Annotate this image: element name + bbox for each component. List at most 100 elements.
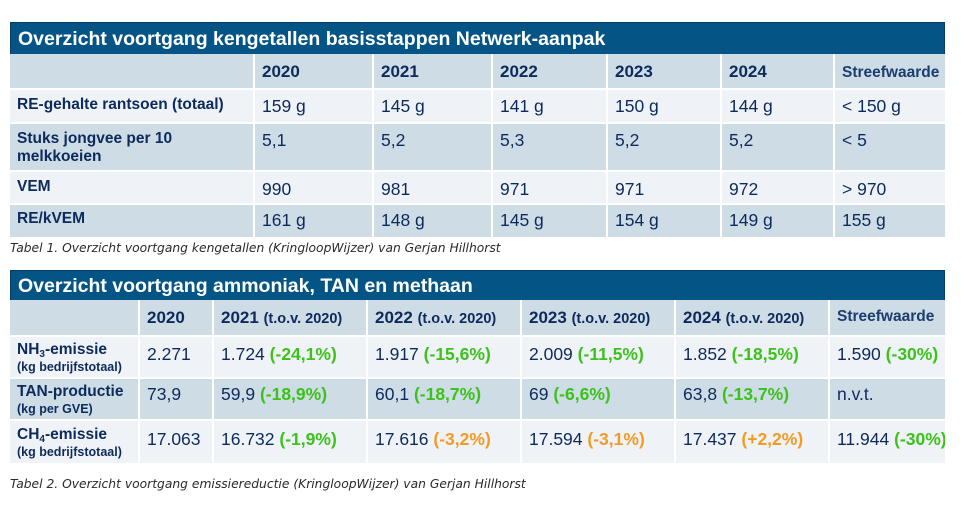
cell-value: 17.616 (-3,2%)	[366, 421, 520, 463]
header-cell-2020: 2020	[138, 300, 212, 335]
cell-value: 145 g	[491, 205, 606, 237]
label-text: TAN-productie	[17, 383, 124, 400]
cell-target: 1.590 (-30%)	[828, 337, 945, 377]
cell-value: 17.594 (-3,1%)	[520, 421, 674, 463]
change-badge: (-3,1%)	[587, 429, 645, 449]
row-label-main: CH4-emissie	[17, 426, 107, 445]
row-label: VEM	[17, 178, 51, 195]
change-badge: (-11,5%)	[577, 344, 644, 364]
value: 11.944	[837, 429, 890, 449]
row-label-main: NH3-emissie	[17, 341, 107, 360]
header-year: 2024	[683, 308, 721, 327]
header-streefwaarde-label: Streefwaarde	[842, 64, 940, 81]
row-unit: (kg bedrijfstotaal)	[17, 445, 122, 459]
label-subscript: 4	[39, 434, 45, 445]
label-suffix: -emissie	[44, 426, 107, 443]
cell-target: < 150 g	[833, 90, 945, 122]
value: 73,9	[147, 384, 182, 404]
cell-target: < 5	[833, 124, 945, 170]
label-text: CH	[17, 426, 40, 443]
header-cell-2024: 2024	[720, 54, 833, 88]
table-row-ch4: CH4-emissie (kg bedrijfstotaal) 17.063 1…	[10, 419, 945, 463]
table-header-row: 2020 2021 (t.o.v. 2020) 2022 (t.o.v. 202…	[10, 300, 945, 335]
value: 17.594	[529, 429, 583, 449]
cell-target: 155 g	[833, 205, 945, 237]
change-badge: (-30%)	[885, 344, 939, 364]
cell-value: 69 (-6,6%)	[520, 379, 674, 419]
table-row: RE-gehalte rantsoen (totaal) 159 g 145 g…	[10, 88, 945, 122]
value: 1.852	[683, 344, 727, 364]
table-row-tan: TAN-productie (kg per GVE) 73,9 59,9 (-1…	[10, 377, 945, 419]
cell-value: 981	[372, 172, 491, 203]
table-title: Overzicht voortgang kengetallen basissta…	[10, 22, 945, 54]
change-badge: (-18,5%)	[731, 344, 799, 364]
cell-value: 1.917 (-15,6%)	[366, 337, 520, 377]
cell-value: 161 g	[253, 205, 372, 237]
cell-value: 1.724 (-24,1%)	[212, 337, 366, 377]
cell-value: 971	[491, 172, 606, 203]
change-badge: (-3,2%)	[433, 429, 491, 449]
header-cell-2024: 2024 (t.o.v. 2020)	[674, 300, 828, 335]
cell-target: n.v.t.	[828, 379, 945, 419]
label-suffix: -emissie	[44, 341, 107, 358]
header-year: 2021	[221, 308, 259, 327]
kengetallen-table: Overzicht voortgang kengetallen basissta…	[10, 22, 945, 237]
row-label-main: TAN-productie	[17, 383, 123, 400]
header-cell-2021: 2021 (t.o.v. 2020)	[212, 300, 366, 335]
header-cell-2023: 2023	[606, 54, 720, 88]
header-year: 2020	[147, 308, 185, 327]
cell-value: 145 g	[372, 90, 491, 122]
header-note: (t.o.v. 2020)	[571, 311, 651, 327]
cell-value: 159 g	[253, 90, 372, 122]
value: 63,8	[683, 384, 718, 404]
cell-value: 5,3	[491, 124, 606, 170]
value: 17.063	[147, 429, 201, 449]
cell-value: 972	[720, 172, 833, 203]
header-note: (t.o.v. 2020)	[417, 311, 497, 327]
header-cell-2021: 2021	[372, 54, 491, 88]
cell-value: 73,9	[138, 379, 212, 419]
change-badge: (-24,1%)	[269, 344, 337, 364]
table-row-nh3: NH3-emissie (kg bedrijfstotaal) 2.271 1.…	[10, 335, 945, 377]
header-note: (t.o.v. 2020)	[725, 311, 805, 327]
table-row: VEM 990 981 971 971 972 > 970	[10, 170, 945, 203]
cell-value: 63,8 (-13,7%)	[674, 379, 828, 419]
row-label: TAN-productie (kg per GVE)	[10, 379, 138, 419]
cell-value: 17.063	[138, 421, 212, 463]
row-label: NH3-emissie (kg bedrijfstotaal)	[10, 337, 138, 377]
row-label: Stuks jongvee per 10 melkkoeien	[17, 130, 173, 165]
cell-value: 60,1 (-18,7%)	[366, 379, 520, 419]
row-label: RE-gehalte rantsoen (totaal)	[17, 96, 224, 113]
header-streefwaarde-label: Streefwaarde	[837, 308, 935, 325]
value: 59,9	[221, 384, 256, 404]
change-badge: (-18,9%)	[259, 384, 328, 404]
header-cell-empty	[10, 300, 138, 335]
cell-value: 2.009 (-11,5%)	[520, 337, 674, 377]
header-cell-2023: 2023 (t.o.v. 2020)	[520, 300, 674, 335]
header-cell-2022: 2022 (t.o.v. 2020)	[366, 300, 520, 335]
value: 17.616	[375, 429, 429, 449]
cell-value: 5,2	[720, 124, 833, 170]
header-cell-2020: 2020	[253, 54, 372, 88]
change-badge: (-6,6%)	[553, 384, 611, 404]
value: 60,1	[375, 384, 410, 404]
cell-value: 5,1	[253, 124, 372, 170]
cell-value: 141 g	[491, 90, 606, 122]
cell-value: 17.437 (+2,2%)	[674, 421, 828, 463]
cell-value: 5,2	[606, 124, 720, 170]
label-text: NH	[17, 341, 40, 358]
change-badge: (-15,6%)	[423, 344, 491, 364]
cell-value: 2.271	[138, 337, 212, 377]
header-cell-2022: 2022	[491, 54, 606, 88]
value: 2.271	[147, 344, 191, 364]
value: 16.732	[221, 429, 275, 449]
cell-value: 971	[606, 172, 720, 203]
cell-value: 5,2	[372, 124, 491, 170]
value: 1.724	[221, 344, 265, 364]
cell-value: 149 g	[720, 205, 833, 237]
row-label: CH4-emissie (kg bedrijfstotaal)	[10, 421, 138, 463]
table-row: RE/kVEM 161 g 148 g 145 g 154 g 149 g 15…	[10, 203, 945, 237]
table2-caption: Tabel 2. Overzicht voortgang emissieredu…	[10, 477, 526, 491]
row-unit: (kg bedrijfstotaal)	[17, 360, 122, 374]
cell-value: 16.732 (-1,9%)	[212, 421, 366, 463]
